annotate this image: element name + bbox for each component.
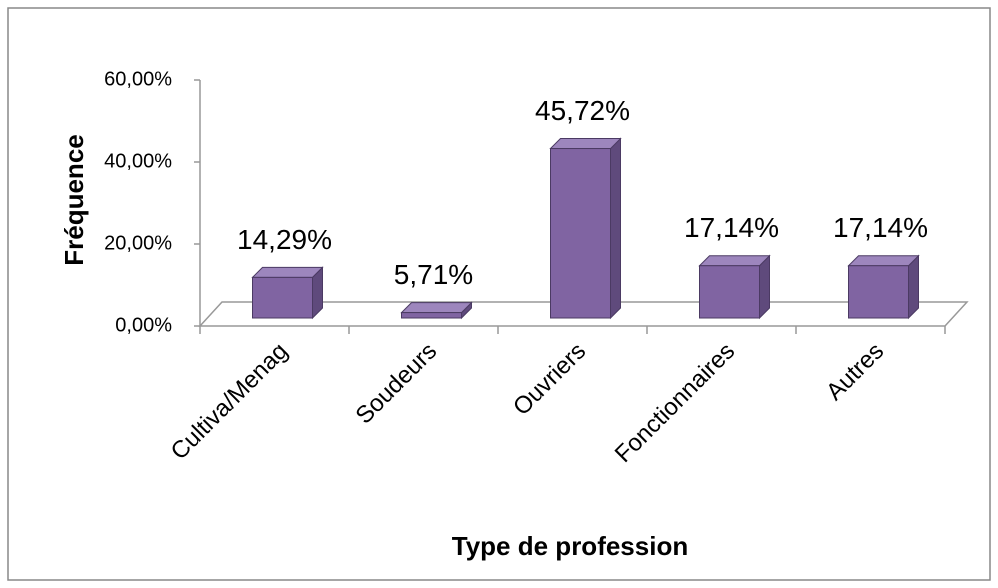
- bar: [699, 265, 760, 319]
- bar-top: [698, 255, 771, 267]
- bar-top: [251, 266, 324, 278]
- y-tick-label: 0,00%: [115, 314, 172, 336]
- bar-side: [759, 254, 770, 320]
- bar: [252, 276, 313, 319]
- floor: [198, 301, 969, 327]
- x-axis-title: Type de profession: [452, 531, 688, 561]
- bar-side: [610, 137, 621, 320]
- bar: [401, 312, 462, 319]
- bar-top: [847, 255, 920, 267]
- bar-top: [549, 138, 622, 150]
- y-tick-label: 40,00%: [104, 150, 172, 172]
- chart-frame: [7, 7, 991, 581]
- value-label: 17,14%: [833, 212, 928, 243]
- bar-top: [400, 302, 473, 314]
- value-label: 17,14%: [684, 212, 779, 243]
- bar: [550, 148, 611, 319]
- value-label: 5,71%: [394, 259, 473, 290]
- bar-side: [908, 254, 919, 320]
- y-tick-label: 60,00%: [104, 68, 172, 90]
- y-tick-label: 20,00%: [104, 232, 172, 254]
- y-axis-title: Fréquence: [59, 134, 89, 266]
- value-label: 45,72%: [535, 95, 630, 126]
- value-label: 14,29%: [237, 224, 332, 255]
- bar: [848, 265, 909, 319]
